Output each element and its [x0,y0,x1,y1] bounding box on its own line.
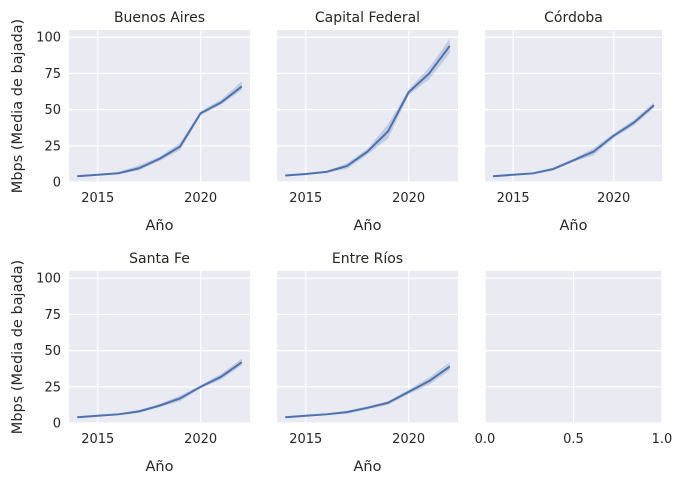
x-tick-label: 0.5 [563,432,584,447]
facet-panel-0: 2015 2020 0 25 50 75 100 Buenos Aires Año Mbps (M… [10,10,250,234]
panel-background [69,271,250,423]
x-tick-label: 2020 [597,191,630,206]
y-axis-label: Mbps (Media de bajada) [10,260,26,434]
y-tick-label: 0 [53,417,61,432]
x-tick-label: 2020 [184,191,217,206]
facet-panel-1: 2015 2020 Capital Federal Año [277,10,458,234]
x-tick-label: 2015 [81,432,114,447]
facet-title: Capital Federal [315,10,420,26]
x-axis-label: Año [354,459,382,475]
facet-panel-2: 2015 2020 Córdoba Año [485,10,662,234]
x-tick-label: 2015 [289,191,322,206]
facet-panel-3: 2015 2020 0 25 50 75 100 Santa Fe Año Mbps (Media… [10,251,250,475]
panel-background [277,271,458,423]
x-axis-label: Año [560,218,588,234]
facet-title: Entre Ríos [332,251,403,267]
panel-background [69,30,250,182]
y-tick-label: 75 [44,67,61,82]
x-tick-label: 2015 [289,432,322,447]
x-tick-label: 2015 [81,191,114,206]
y-tick-label: 25 [44,380,61,395]
facet-title: Córdoba [544,10,603,26]
y-tick-label: 0 [53,176,61,191]
x-tick-label: 0.0 [475,432,496,447]
facet-panel-4: 2015 2020 Entre Ríos Año [277,251,458,475]
x-axis-label: Año [146,459,174,475]
confidence-band [285,38,450,177]
facet-panel-5: 0.0 0.5 1.0 [475,271,673,447]
y-tick-label: 75 [44,308,61,323]
facet-title: Buenos Aires [114,10,205,26]
y-tick-label: 50 [44,344,61,359]
y-tick-label: 50 [44,103,61,118]
x-axis-label: Año [146,218,174,234]
x-tick-label: 2020 [184,432,217,447]
y-tick-label: 100 [36,272,61,287]
y-axis-label: Mbps (Media de bajada) [10,19,26,193]
x-tick-label: 1.0 [652,432,673,447]
panel-background [277,30,458,182]
facet-title: Santa Fe [129,251,190,267]
x-tick-label: 2020 [392,191,425,206]
x-tick-label: 2015 [497,191,530,206]
y-tick-label: 100 [36,31,61,46]
x-tick-label: 2020 [392,432,425,447]
panel-background [485,30,662,182]
x-axis-label: Año [354,218,382,234]
y-tick-label: 25 [44,139,61,154]
